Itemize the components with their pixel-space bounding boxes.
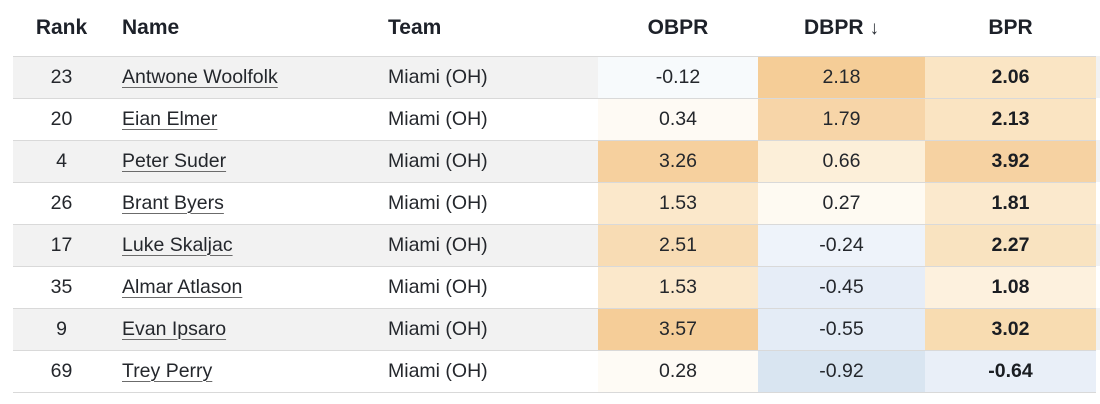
dbpr-cell: -0.45 (758, 266, 925, 308)
bpr-cell: 1.08 (925, 266, 1100, 308)
bpr-cell: -0.64 (925, 350, 1100, 392)
dbpr-cell: -0.55 (758, 308, 925, 350)
table-row: 23 Antwone Woolfolk Miami (OH) -0.12 2.1… (13, 56, 1100, 98)
name-cell: Antwone Woolfolk (110, 56, 382, 98)
player-link[interactable]: Antwone Woolfolk (122, 65, 278, 88)
name-cell: Peter Suder (110, 140, 382, 182)
dbpr-cell: 2.18 (758, 56, 925, 98)
player-link[interactable]: Almar Atlason (122, 275, 243, 298)
bpr-cell: 2.06 (925, 56, 1100, 98)
team-cell: Miami (OH) (388, 191, 488, 214)
team-cell: Miami (OH) (388, 107, 488, 130)
name-cell: Evan Ipsaro (110, 308, 382, 350)
table-row: 4 Peter Suder Miami (OH) 3.26 0.66 3.92 (13, 140, 1100, 182)
dbpr-cell: -0.24 (758, 224, 925, 266)
rank-cell: 17 (50, 233, 73, 256)
rank-cell: 23 (50, 65, 73, 88)
column-header-name[interactable]: Name (122, 15, 180, 39)
table-row: 35 Almar Atlason Miami (OH) 1.53 -0.45 1… (13, 266, 1100, 308)
name-cell: Trey Perry (110, 350, 382, 392)
team-cell: Miami (OH) (388, 275, 488, 298)
bpr-cell: 2.13 (925, 98, 1100, 140)
obpr-cell: 2.51 (598, 224, 758, 266)
obpr-cell: 0.28 (598, 350, 758, 392)
sort-descending-icon: ↓ (869, 17, 880, 39)
table-row: 26 Brant Byers Miami (OH) 1.53 0.27 1.81 (13, 182, 1100, 224)
rank-cell: 9 (56, 317, 67, 340)
dbpr-cell: 0.66 (758, 140, 925, 182)
obpr-cell: -0.12 (598, 56, 758, 98)
table-row: 9 Evan Ipsaro Miami (OH) 3.57 -0.55 3.02 (13, 308, 1100, 350)
obpr-cell: 0.34 (598, 98, 758, 140)
player-link[interactable]: Brant Byers (122, 191, 224, 214)
bpr-cell: 3.92 (925, 140, 1100, 182)
table-row: 17 Luke Skaljac Miami (OH) 2.51 -0.24 2.… (13, 224, 1100, 266)
rank-cell: 20 (50, 107, 73, 130)
bpr-cell: 3.02 (925, 308, 1100, 350)
player-link[interactable]: Luke Skaljac (122, 233, 233, 256)
rank-cell: 26 (50, 191, 73, 214)
bpr-cell: 1.81 (925, 182, 1100, 224)
obpr-cell: 3.57 (598, 308, 758, 350)
name-cell: Brant Byers (110, 182, 382, 224)
player-link[interactable]: Trey Perry (122, 359, 213, 382)
dbpr-cell: 1.79 (758, 98, 925, 140)
column-header-bpr[interactable]: BPR (988, 15, 1033, 39)
player-link[interactable]: Evan Ipsaro (122, 317, 227, 340)
name-cell: Eian Elmer (110, 98, 382, 140)
column-header-rank[interactable]: Rank (35, 15, 88, 39)
rank-cell: 69 (50, 359, 73, 382)
team-cell: Miami (OH) (388, 65, 488, 88)
column-header-dbpr[interactable]: DBPR ↓ (758, 0, 925, 56)
header-row: Rank Name Team OBPR DBPR ↓ BPR (13, 0, 1100, 56)
dbpr-cell: 0.27 (758, 182, 925, 224)
dbpr-cell: -0.92 (758, 350, 925, 392)
column-header-dbpr-label: DBPR (803, 15, 864, 39)
player-link[interactable]: Eian Elmer (122, 107, 218, 130)
bpr-cell: 2.27 (925, 224, 1100, 266)
player-link[interactable]: Peter Suder (122, 149, 227, 172)
name-cell: Luke Skaljac (110, 224, 382, 266)
column-header-team[interactable]: Team (388, 15, 442, 39)
player-ratings-table: Rank Name Team OBPR DBPR ↓ BPR 23 Antwone… (13, 0, 1100, 393)
name-cell: Almar Atlason (110, 266, 382, 308)
team-cell: Miami (OH) (388, 317, 488, 340)
team-cell: Miami (OH) (388, 359, 488, 382)
team-cell: Miami (OH) (388, 149, 488, 172)
table-row: 69 Trey Perry Miami (OH) 0.28 -0.92 -0.6… (13, 350, 1100, 392)
obpr-cell: 1.53 (598, 266, 758, 308)
table-row: 20 Eian Elmer Miami (OH) 0.34 1.79 2.13 (13, 98, 1100, 140)
rank-cell: 35 (50, 275, 73, 298)
team-cell: Miami (OH) (388, 233, 488, 256)
table-body: 23 Antwone Woolfolk Miami (OH) -0.12 2.1… (13, 56, 1100, 392)
column-header-obpr[interactable]: OBPR (647, 15, 709, 39)
obpr-cell: 1.53 (598, 182, 758, 224)
obpr-cell: 3.26 (598, 140, 758, 182)
rank-cell: 4 (56, 149, 67, 172)
